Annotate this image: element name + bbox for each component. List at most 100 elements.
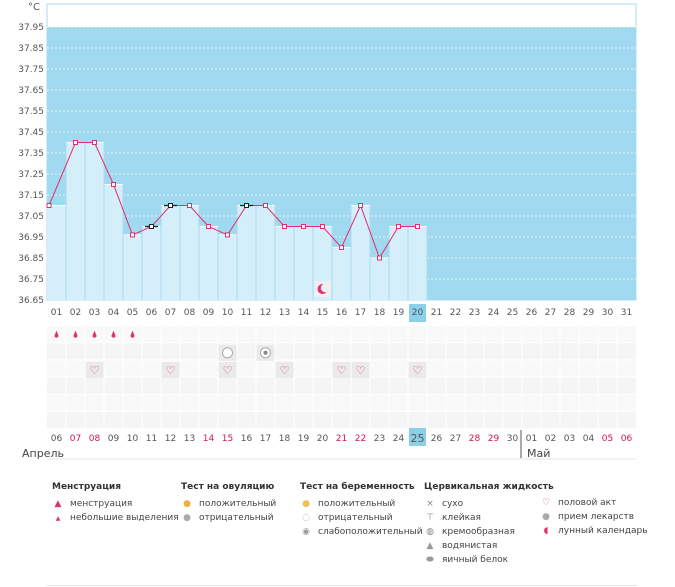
cycle-day-label: 09 [203,308,215,318]
negative-circle-icon: ○ [302,513,310,523]
legend-item-label: небольшие выделения [70,513,179,523]
small-drop-icon: ▲ [55,515,61,522]
temperature-bar [256,205,275,300]
temperature-bar [47,205,66,300]
legend-item-label: половой акт [558,498,617,508]
legend-item-label: клейкая [442,513,481,523]
drop-icon: ▲ [54,499,62,509]
calendar-date-label: 03 [564,434,575,444]
temperature-point [282,224,287,229]
temperature-bar [332,247,351,300]
cycle-day-label: 24 [488,308,500,318]
y-tick-label: 36.65 [18,296,44,306]
drop-icon [54,330,59,338]
symptom-row [47,326,636,343]
y-tick-label: 37.65 [18,86,44,96]
temperature-point [73,140,78,145]
heart-icon: ♡ [356,364,366,377]
calendar-date-label: 10 [127,434,139,444]
heart-icon: ♡ [280,364,290,377]
pill-icon: ● [542,512,550,522]
legend-pregnancy-title: Тест на беременность [300,482,415,492]
heart-icon: ♡ [337,364,347,377]
legend-item: ▲ водянистая [424,539,554,553]
calendar-date-label: 24 [393,434,405,444]
calendar-date-label: 23 [374,434,385,444]
y-tick-label: 37.85 [18,44,44,54]
calendar-date-label: 21 [336,434,347,444]
legend-menstruation: Менструация ▲ менструация ▲ небольшие выде… [52,482,179,525]
sticky-icon: ⊤ [426,513,434,523]
cycle-day-label: 30 [602,308,614,318]
y-tick-label: 37.15 [18,191,44,201]
temperature-point [225,232,230,238]
legend-cervical-fluid: Цервикальная жидкость × сухо ⊤ клейкая ◍ кр… [424,482,554,567]
y-tick-label: 36.95 [18,233,44,243]
legend-item: ▲ небольшие выделения [52,511,179,525]
calendar-date-label: 26 [431,434,443,444]
temperature-point [301,224,306,229]
legend-item-label: сухо [442,499,464,509]
legend-item-label: положительный [318,499,396,509]
symptom-row [47,394,636,411]
legend-pregnancy-test: Тест на беременность ● положительный ○ отр… [300,482,423,539]
watery-icon: ▲ [426,541,434,551]
temperature-bar [351,205,370,300]
calendar-date-label: 14 [203,434,215,444]
y-tick-label: 37.55 [18,107,44,117]
calendar-date-label: 18 [279,434,291,444]
calendar-date-label: 06 [621,434,633,444]
legend-menstruation-title: Менструация [52,482,121,492]
heart-icon: ♡ [413,364,423,377]
heart-cell [351,362,370,378]
temperature-point [396,224,401,229]
calendar-date-label: 17 [260,434,271,444]
legend-item-label: отрицательный [318,513,393,523]
heart-cell [161,362,180,378]
calendar-date-label: 29 [488,434,500,444]
legend-item: ● отрицательный [181,511,276,525]
y-tick-label: 37.05 [18,212,44,222]
negative-circle-icon-dot [263,350,268,355]
cycle-day-label: 31 [621,308,632,318]
calendar-date-label: 05 [602,434,613,444]
calendar-date-label: 30 [507,434,519,444]
temperature-bar [123,234,142,300]
symptom-row [47,343,636,360]
heart-icon: ♡ [90,364,100,377]
moon-icon-cut [320,283,330,293]
current-date-highlight [409,428,426,446]
heart-cell [85,362,104,378]
temperature-point [263,203,268,208]
temperature-bar [389,226,408,300]
calendar-date-label: 13 [184,434,195,444]
egg-white-icon: ⬬ [426,555,434,565]
drop-icon [73,330,78,338]
legend-item-label: кремообразная [442,527,515,537]
calendar-date-label: 07 [70,434,81,444]
temperature-bar [408,226,427,300]
cycle-day-label: 22 [450,308,461,318]
temperature-bar [180,205,199,300]
temperature-bar [161,205,180,300]
heart-cell [408,362,427,378]
y-tick-label: 37.35 [18,149,44,159]
legend-item-label: менструация [70,499,133,509]
legend-item: ● прием лекарств [540,510,648,524]
heart-cell [218,362,237,378]
cycle-day-label: 21 [431,308,442,318]
legend-item-label: прием лекарств [558,512,635,522]
legend-item: ● положительный [300,497,423,511]
legend-item-label: положительный [199,499,277,509]
cycle-day-label: 16 [336,308,348,318]
calendar-date-label: 09 [108,434,120,444]
creamy-icon: ◍ [426,527,434,537]
legend-item: ▲ менструация [52,497,179,511]
heart-icon: ♡ [166,364,176,377]
legend-item: ◍ кремообразная [424,525,554,539]
legend-item: ● положительный [181,497,276,511]
legend-item: ♡ половой акт [540,496,648,510]
calendar-date-label: 08 [89,434,101,444]
calendar-date-label: 16 [241,434,253,444]
temperature-bar [85,142,104,300]
